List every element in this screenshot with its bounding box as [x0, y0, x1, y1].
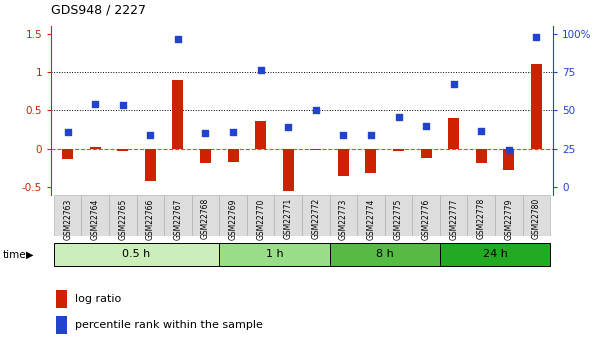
Bar — [200, 149, 211, 162]
Point — [449, 81, 459, 86]
Bar — [468, 195, 495, 236]
Point — [421, 123, 431, 129]
Text: GDS948 / 2227: GDS948 / 2227 — [51, 3, 146, 17]
Point — [173, 36, 183, 42]
Point — [228, 129, 238, 135]
Text: 24 h: 24 h — [483, 249, 507, 259]
Bar — [440, 243, 550, 266]
Bar — [275, 195, 302, 236]
Bar — [310, 149, 322, 150]
Point — [477, 128, 486, 134]
Text: GSM22774: GSM22774 — [367, 198, 376, 240]
Text: GSM22777: GSM22777 — [449, 198, 458, 240]
Point — [90, 101, 100, 107]
Text: GSM22763: GSM22763 — [63, 198, 72, 240]
Bar — [302, 195, 329, 236]
Bar — [523, 195, 550, 236]
Point — [284, 125, 293, 130]
Point — [531, 34, 541, 39]
Text: 8 h: 8 h — [376, 249, 394, 259]
Bar — [503, 149, 514, 170]
Bar — [172, 80, 183, 149]
Text: GSM22772: GSM22772 — [311, 198, 320, 239]
Text: GSM22768: GSM22768 — [201, 198, 210, 239]
Bar — [136, 195, 164, 236]
Bar — [54, 195, 81, 236]
Bar — [393, 149, 404, 151]
Bar — [448, 118, 459, 149]
Bar — [54, 243, 219, 266]
Text: GSM22779: GSM22779 — [504, 198, 513, 240]
Bar — [255, 121, 266, 149]
Point — [338, 132, 348, 138]
Text: GSM22765: GSM22765 — [118, 198, 127, 240]
Bar — [365, 149, 376, 174]
Bar — [282, 149, 294, 191]
Text: GSM22780: GSM22780 — [532, 198, 541, 239]
Bar — [56, 290, 67, 308]
Text: ▶: ▶ — [26, 250, 34, 259]
Bar — [164, 195, 192, 236]
Text: percentile rank within the sample: percentile rank within the sample — [75, 320, 263, 330]
Bar — [440, 195, 468, 236]
Point — [256, 67, 266, 72]
Text: GSM22773: GSM22773 — [339, 198, 348, 240]
Bar — [357, 195, 385, 236]
Bar — [385, 195, 412, 236]
Bar — [109, 195, 136, 236]
Text: GSM22769: GSM22769 — [228, 198, 237, 240]
Text: GSM22770: GSM22770 — [256, 198, 265, 240]
Point — [311, 108, 320, 113]
Point — [118, 102, 127, 108]
Point — [504, 148, 514, 153]
Bar — [495, 195, 523, 236]
Bar — [192, 195, 219, 236]
Bar — [338, 149, 349, 176]
Bar — [117, 149, 128, 151]
Bar — [329, 243, 440, 266]
Bar — [247, 195, 275, 236]
Text: GSM22771: GSM22771 — [284, 198, 293, 239]
Bar — [56, 316, 67, 334]
Text: GSM22776: GSM22776 — [421, 198, 430, 240]
Point — [63, 129, 73, 135]
Point — [145, 132, 155, 138]
Point — [201, 130, 210, 136]
Text: log ratio: log ratio — [75, 294, 121, 304]
Bar — [421, 149, 432, 158]
Bar — [412, 195, 440, 236]
Text: GSM22764: GSM22764 — [91, 198, 100, 240]
Bar — [81, 195, 109, 236]
Point — [394, 114, 403, 119]
Text: GSM22767: GSM22767 — [174, 198, 183, 240]
Bar — [145, 149, 156, 181]
Text: GSM22775: GSM22775 — [394, 198, 403, 240]
Text: GSM22766: GSM22766 — [146, 198, 155, 240]
Bar — [476, 149, 487, 162]
Bar — [228, 149, 239, 162]
Bar — [219, 243, 329, 266]
Bar — [531, 64, 542, 149]
Point — [366, 132, 376, 138]
Text: GSM22778: GSM22778 — [477, 198, 486, 239]
Bar — [219, 195, 247, 236]
Text: time: time — [3, 250, 26, 259]
Text: 1 h: 1 h — [266, 249, 283, 259]
Bar — [329, 195, 357, 236]
Bar — [90, 147, 101, 149]
Text: 0.5 h: 0.5 h — [123, 249, 151, 259]
Bar — [62, 149, 73, 159]
